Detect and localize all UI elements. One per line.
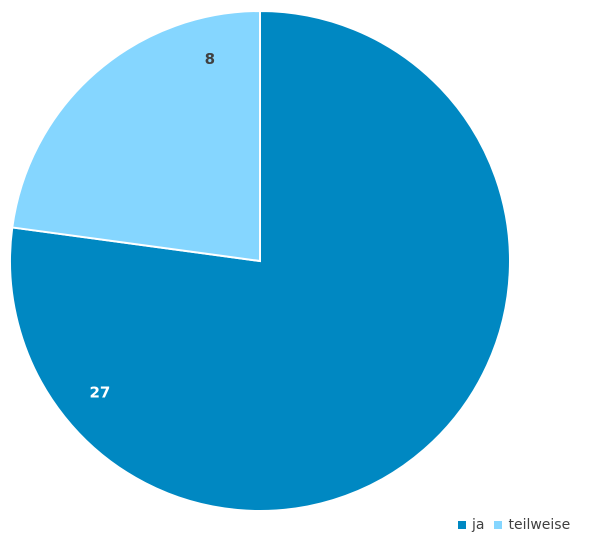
legend-label-teilweise: teilweise — [508, 517, 571, 533]
data-labels: 27 8 — [89, 50, 215, 401]
legend-item-ja[interactable]: ja — [458, 517, 484, 533]
data-label-ja: 27 — [89, 383, 110, 401]
legend-swatch-ja — [458, 521, 466, 529]
legend-item-teilweise[interactable]: teilweise — [494, 517, 570, 533]
legend: ja teilweise — [458, 517, 570, 533]
data-label-teilweise: 8 — [205, 50, 215, 68]
legend-label-ja: ja — [472, 517, 485, 533]
pie-slices — [9, 9, 511, 512]
pie-slice-teilweise[interactable] — [11, 9, 261, 263]
legend-swatch-teilweise — [494, 521, 503, 529]
